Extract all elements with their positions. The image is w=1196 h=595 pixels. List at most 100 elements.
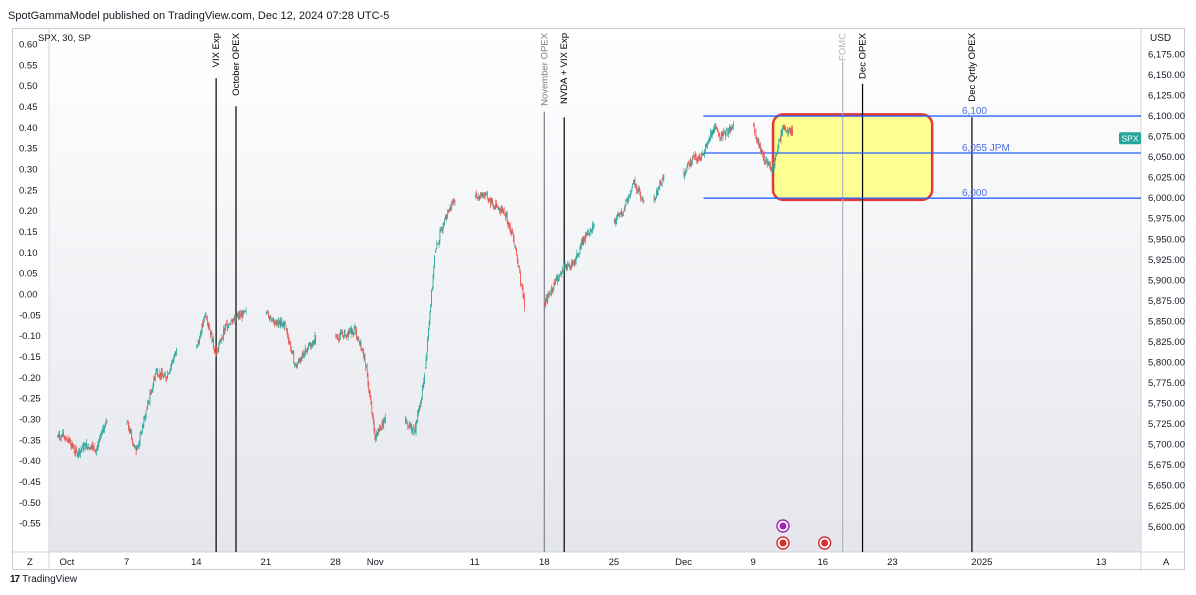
candle-body [365, 363, 367, 368]
candle-body [233, 317, 235, 321]
symbol-legend[interactable]: SPX, 30, SP [38, 33, 91, 44]
candle-body [478, 196, 480, 200]
candle-body [154, 377, 155, 381]
candle-body [765, 160, 767, 164]
candle-body [695, 154, 696, 157]
candle-body [446, 214, 448, 216]
candle-body [568, 265, 570, 267]
candle-body [286, 328, 288, 332]
candle-body [87, 448, 89, 450]
candle-body [207, 323, 209, 325]
candle-body [708, 138, 710, 142]
candle-body [791, 128, 793, 134]
candle-body [366, 366, 368, 374]
candle-body [130, 429, 132, 433]
candle-body [551, 287, 553, 291]
candle-body [430, 305, 432, 313]
candle-body [359, 340, 360, 344]
left-axis-tick: 0.50 [19, 81, 38, 92]
candle-body [144, 416, 145, 419]
candle-body [155, 370, 157, 374]
left-axis-tick: 0.05 [19, 269, 38, 280]
candle-body [104, 422, 106, 427]
candle-body [715, 126, 717, 129]
candle-body [483, 193, 485, 197]
price-axis-tick: 5,650.00 [1148, 481, 1185, 492]
candle-body [621, 211, 623, 215]
candle-body [504, 215, 506, 216]
candle-body [375, 434, 376, 439]
candle-body [690, 159, 692, 165]
candle-body [96, 445, 98, 448]
candle-body [563, 265, 565, 271]
candle-body [704, 151, 705, 155]
level-label: 6,100 [962, 106, 987, 117]
candle-body [615, 220, 617, 224]
candle-body [244, 310, 246, 312]
candle-body [512, 230, 513, 233]
candle-body [214, 350, 216, 355]
candle-body [77, 453, 79, 456]
chart-canvas[interactable]: -0.55 -0.50 -0.45 -0.40 -0.35 -0.30 -0.25 -0.20… [13, 29, 1186, 571]
candle-body [767, 163, 769, 165]
candle-body [70, 444, 72, 448]
time-axis-tick: 21 [261, 557, 272, 568]
time-axis-tick: 16 [817, 557, 828, 568]
candle-body [238, 314, 240, 318]
candle-body [782, 127, 783, 134]
candle-body [520, 282, 522, 287]
currency-label[interactable]: USD [1150, 33, 1172, 44]
candle-body [103, 427, 104, 430]
candle-body [374, 431, 376, 440]
candle-body [369, 393, 371, 400]
candle-body [223, 329, 224, 339]
footer-brand[interactable]: 17 TradingView [10, 574, 77, 585]
candle-body [785, 129, 787, 131]
candle-body [138, 442, 140, 446]
candle-body [500, 209, 502, 212]
candle-body [411, 425, 412, 433]
event-label: Dec Qrtly OPEX [967, 32, 978, 101]
candle-body [773, 165, 775, 167]
price-axis-tick: 5,825.00 [1148, 337, 1185, 348]
candle-body [137, 446, 139, 449]
candle-body [313, 342, 315, 344]
candle-body [641, 199, 643, 201]
candle-body [717, 132, 719, 136]
candle-body [99, 437, 100, 441]
candle-body [280, 320, 282, 325]
left-axis-tick: 0.30 [19, 164, 38, 175]
candle-body [359, 342, 361, 344]
candle-body [569, 266, 571, 267]
candle-body [592, 224, 593, 230]
candle-body [298, 360, 299, 363]
candle-body [429, 312, 431, 322]
left-axis-tick: -0.10 [19, 331, 41, 342]
candle-body [140, 431, 142, 434]
candle-body [788, 130, 790, 134]
candle-body [614, 220, 616, 224]
left-axis-tick: 0.40 [19, 123, 38, 134]
candle-body [503, 209, 504, 212]
candle-body [363, 356, 365, 360]
candle-body [81, 448, 83, 450]
chart-frame[interactable]: -0.55 -0.50 -0.45 -0.40 -0.35 -0.30 -0.25 -0.20… [12, 28, 1186, 571]
candle-body [148, 402, 150, 403]
candle-body [360, 342, 362, 351]
candle-body [86, 445, 88, 449]
candle-body [126, 422, 128, 425]
candle-body [771, 169, 773, 172]
price-axis-tick: 5,700.00 [1148, 440, 1185, 451]
candle-body [100, 436, 101, 438]
candle-body [82, 444, 83, 449]
candle-body [519, 266, 521, 273]
candle-body [271, 318, 272, 322]
candle-body [620, 212, 621, 215]
candle-body [709, 138, 711, 140]
candle-body [224, 327, 226, 333]
price-axis-tick: 5,975.00 [1148, 214, 1185, 225]
candle-body [149, 392, 151, 403]
time-axis-tick: 28 [330, 557, 341, 568]
candle-body [440, 229, 441, 233]
price-axis-tick: 5,850.00 [1148, 316, 1185, 327]
